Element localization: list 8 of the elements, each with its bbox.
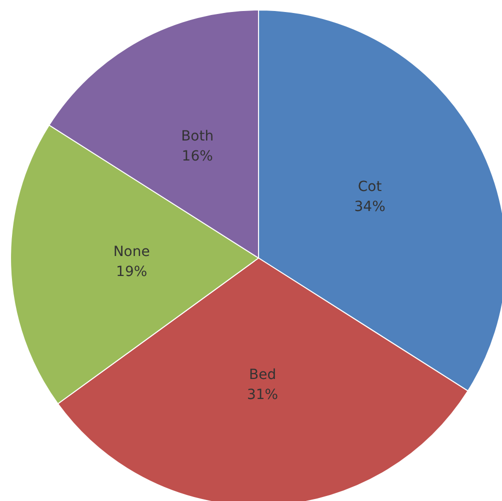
data-label: 19% [116, 264, 148, 280]
slice-label: Bed [248, 366, 276, 383]
slice-label: Both [181, 128, 214, 145]
data-label: 16% [182, 148, 213, 165]
slice-label: None [113, 244, 150, 260]
slice-label: Cot [358, 178, 382, 195]
data-label: 31% [246, 386, 278, 403]
data-label: 34% [354, 198, 386, 215]
